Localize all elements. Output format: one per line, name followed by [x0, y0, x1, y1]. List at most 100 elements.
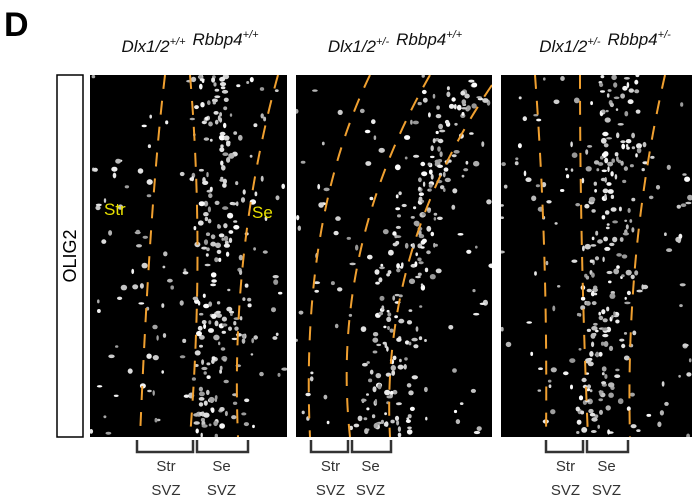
cell	[234, 326, 239, 331]
cell	[197, 220, 204, 226]
cell	[218, 341, 221, 346]
cell	[323, 187, 330, 192]
cell	[152, 324, 158, 330]
cell	[601, 309, 606, 315]
cell	[404, 357, 408, 361]
cell	[433, 212, 438, 216]
cell	[537, 389, 542, 392]
cell	[208, 423, 212, 427]
cell	[417, 257, 422, 262]
cell	[408, 390, 414, 396]
cell	[201, 246, 208, 250]
cell	[259, 87, 265, 91]
cell	[409, 406, 415, 411]
cell	[448, 325, 454, 330]
cell	[517, 143, 522, 149]
cell	[635, 153, 638, 158]
cell	[430, 155, 435, 159]
cell	[252, 424, 255, 429]
cell	[565, 167, 568, 171]
cell	[606, 270, 613, 275]
cell	[625, 139, 632, 144]
cell	[359, 108, 365, 114]
cell	[626, 82, 630, 88]
cell	[253, 123, 258, 128]
cell	[421, 238, 427, 244]
cell	[418, 177, 422, 183]
cell	[220, 347, 226, 351]
cell	[390, 390, 394, 395]
cell	[326, 420, 330, 425]
cell	[147, 144, 151, 149]
boundary-line	[235, 75, 279, 437]
micrograph-background	[90, 75, 287, 437]
cell	[602, 318, 608, 323]
cell	[456, 104, 462, 111]
cell	[206, 247, 210, 252]
cell	[624, 111, 629, 117]
cell	[547, 379, 552, 383]
cell	[617, 123, 624, 126]
cell	[146, 194, 152, 198]
cell	[97, 299, 100, 304]
cell	[604, 117, 611, 123]
cell	[659, 410, 665, 416]
cell	[437, 159, 443, 163]
cell	[206, 375, 211, 379]
cell	[196, 330, 202, 337]
cell	[241, 333, 246, 339]
cell	[418, 336, 423, 341]
cell	[581, 427, 588, 433]
cell	[429, 274, 436, 280]
cell	[152, 355, 159, 361]
cell	[688, 358, 692, 363]
cell	[103, 198, 107, 203]
cell	[635, 75, 640, 78]
cell	[375, 281, 380, 285]
cell	[220, 160, 224, 166]
cell	[459, 402, 464, 405]
cell	[360, 326, 367, 332]
cell	[203, 371, 207, 375]
cell	[622, 85, 628, 91]
cell	[613, 268, 620, 275]
cell	[211, 77, 216, 83]
cell	[162, 265, 166, 269]
cell	[601, 327, 608, 331]
cell	[395, 225, 401, 229]
cell	[154, 417, 158, 423]
cell	[590, 430, 597, 433]
cell	[621, 274, 625, 278]
cell	[219, 423, 226, 429]
cell	[194, 105, 199, 110]
cell	[575, 406, 580, 412]
cell	[223, 106, 228, 111]
cell	[219, 365, 223, 371]
cell	[193, 226, 197, 231]
cell	[597, 239, 603, 244]
cell	[624, 301, 631, 305]
cell	[208, 301, 213, 307]
cell	[426, 250, 431, 255]
region-bracket	[135, 440, 250, 454]
cell	[372, 337, 379, 343]
cell	[396, 263, 400, 269]
zone-label: SVZ	[151, 482, 180, 499]
cell	[614, 152, 619, 157]
cell	[563, 371, 569, 376]
cell	[228, 153, 235, 159]
cell	[394, 415, 400, 421]
cell	[210, 241, 217, 247]
cell	[607, 189, 614, 194]
cell	[219, 147, 225, 153]
cell	[386, 316, 392, 322]
cell	[422, 212, 426, 216]
cell	[139, 283, 144, 289]
cell	[206, 389, 210, 395]
cell	[229, 310, 235, 314]
cell	[634, 89, 640, 94]
cell	[642, 141, 647, 148]
cell	[422, 181, 426, 187]
cell	[632, 330, 637, 336]
cell	[309, 376, 314, 382]
